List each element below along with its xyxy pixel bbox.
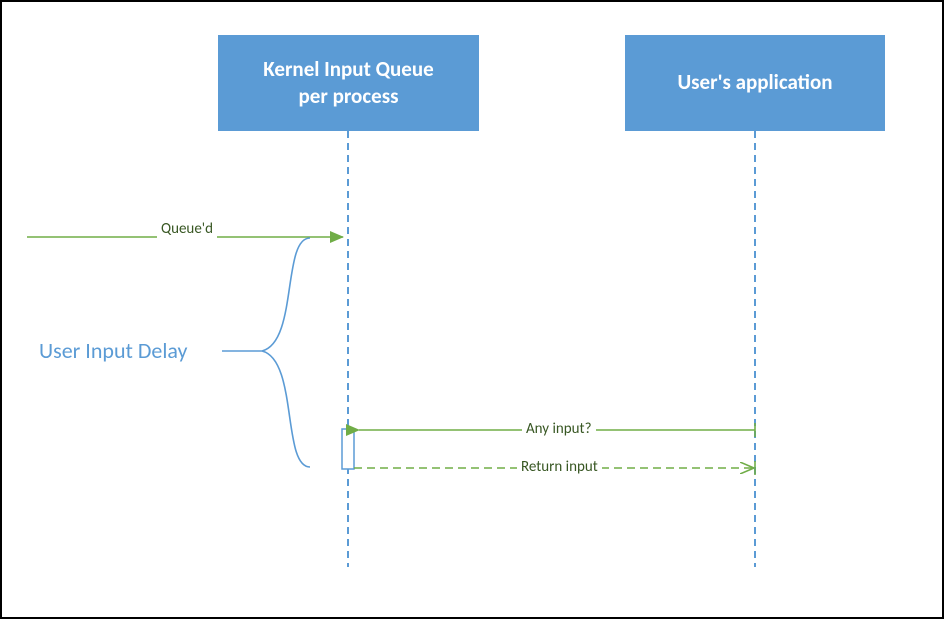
participant-kernel-label: Kernel Input Queueper process (263, 56, 433, 111)
message-any-input-label: Any input? (522, 420, 596, 438)
message-queued-label: Queue'd (157, 220, 217, 238)
sequence-diagram: Kernel Input Queueper process User's app… (0, 0, 944, 619)
participant-app-box: User's application (625, 35, 885, 131)
delay-bracket (222, 238, 310, 467)
delay-annotation-label: User Input Delay (39, 337, 188, 364)
participant-kernel-box: Kernel Input Queueper process (218, 35, 479, 131)
participant-app-label: User's application (677, 69, 832, 96)
message-return-input-label: Return input (517, 458, 602, 476)
activation-bar-kernel (342, 429, 354, 469)
